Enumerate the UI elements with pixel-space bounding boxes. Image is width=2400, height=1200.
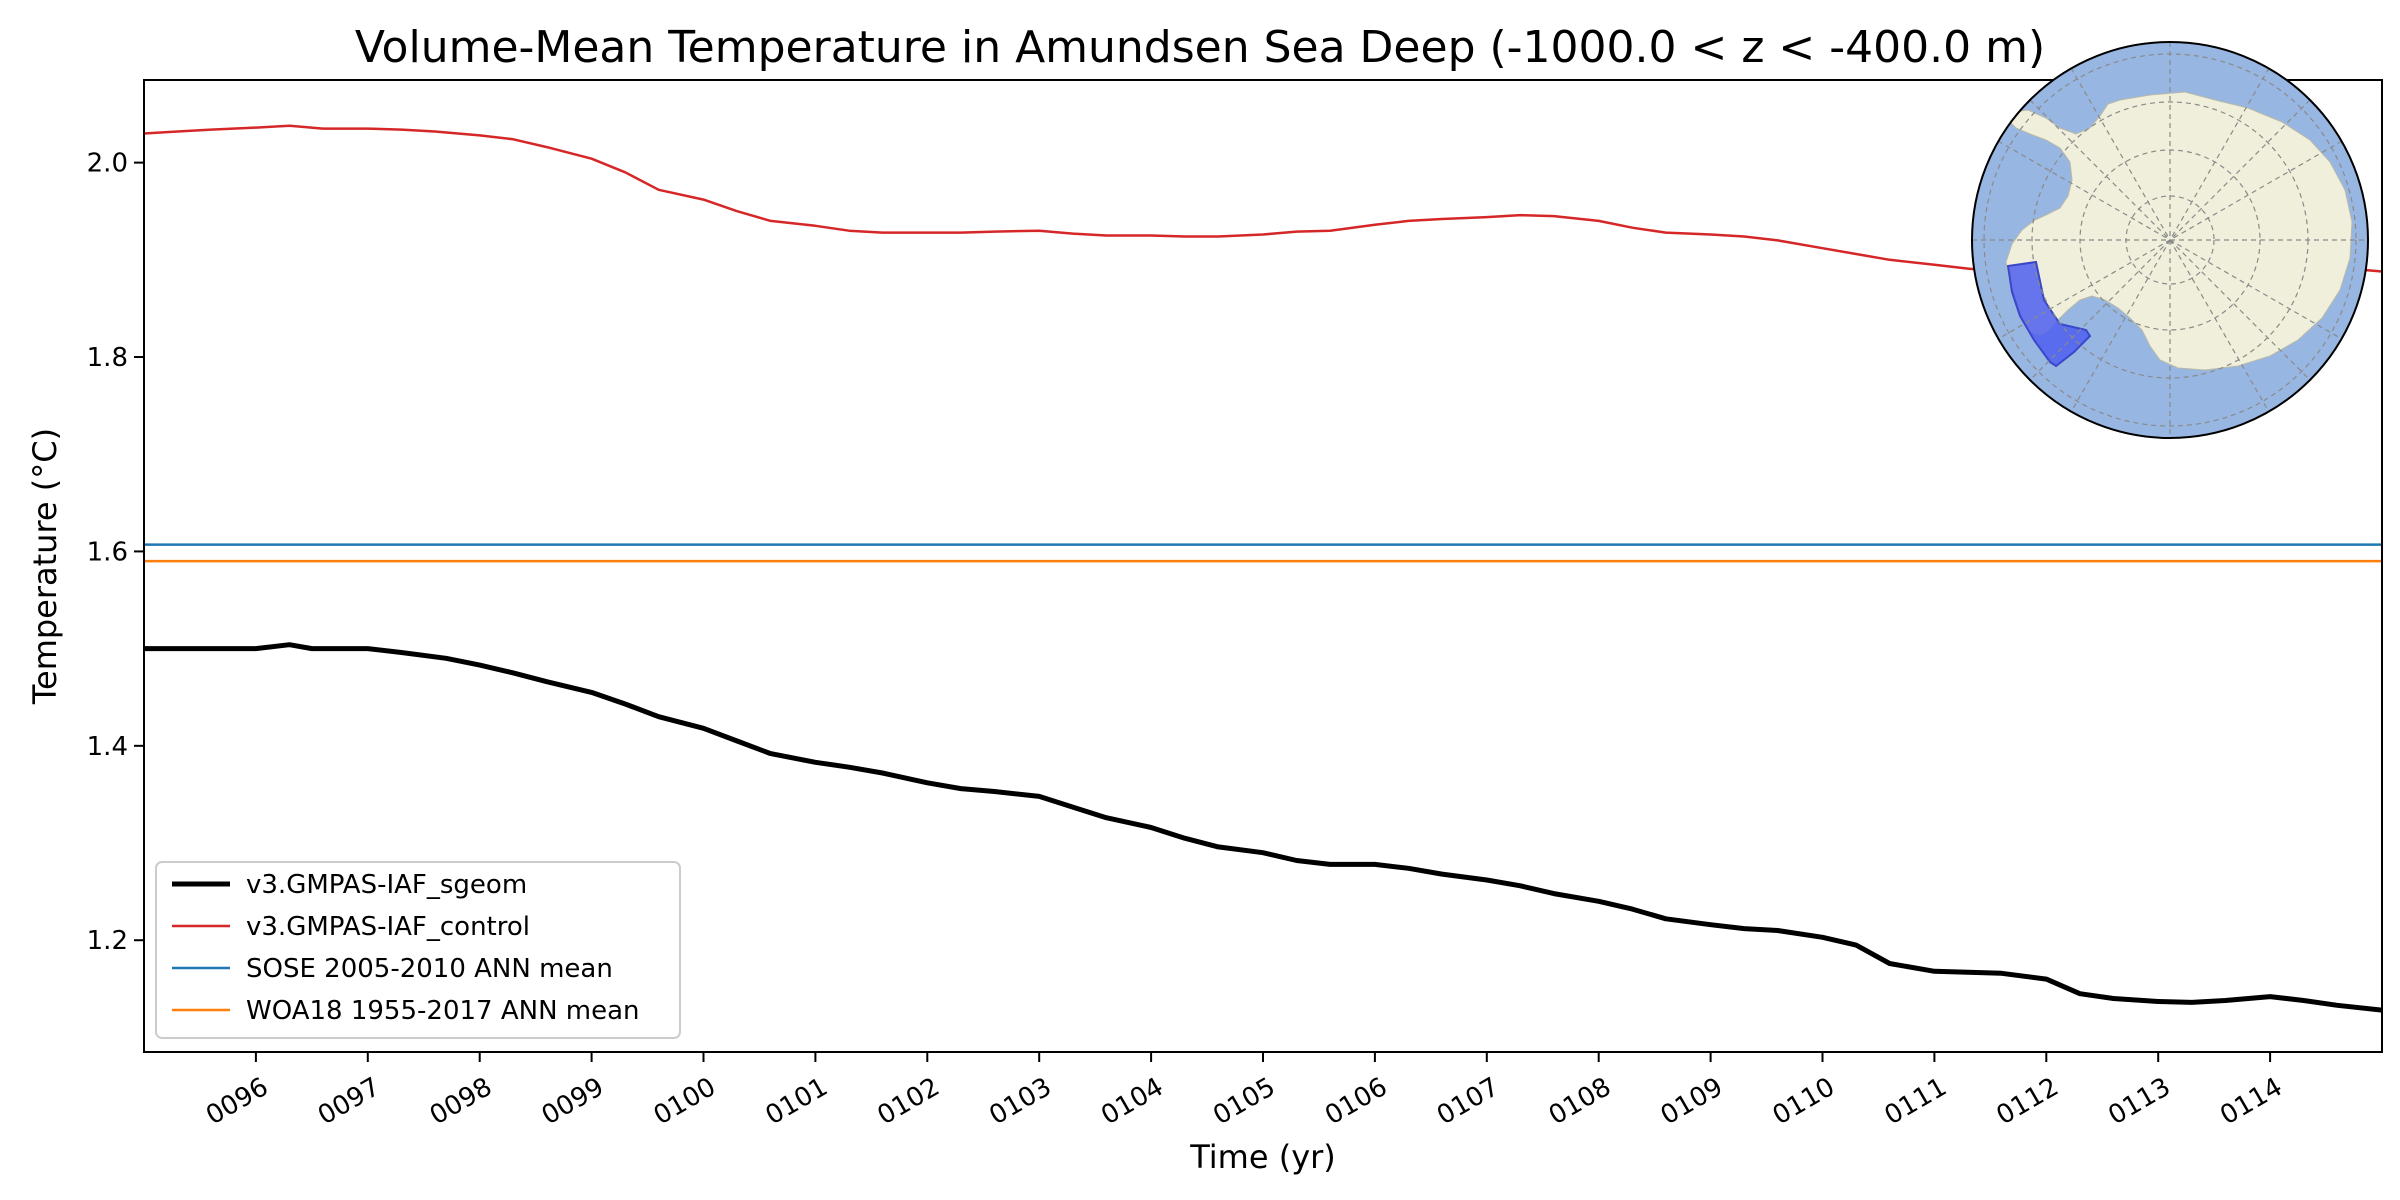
legend: v3.GMPAS-IAF_sgeom v3.GMPAS-IAF_control SO… bbox=[155, 861, 681, 1039]
y-tick-label: 1.2 bbox=[87, 926, 128, 956]
chart-title: Volume-Mean Temperature in Amundsen Sea … bbox=[355, 22, 2045, 73]
legend-entry-label: v3.GMPAS-IAF_sgeom bbox=[246, 870, 527, 900]
series-line-0 bbox=[144, 642, 2382, 1013]
map-border bbox=[1971, 41, 2369, 439]
plot-area bbox=[144, 124, 2382, 1013]
region-map-inset bbox=[1971, 41, 2369, 439]
x-axis-label: Time (yr) bbox=[1189, 1138, 1336, 1176]
y-axis-label: Temperature (°C) bbox=[26, 428, 64, 705]
y-axis: 1.2 1.4 1.6 1.8 2.0 bbox=[87, 149, 144, 956]
y-tick-label: 1.8 bbox=[87, 343, 128, 373]
legend-entry-label: v3.GMPAS-IAF_control bbox=[246, 912, 530, 942]
legend-entry-label: WOA18 1955-2017 ANN mean bbox=[246, 996, 640, 1026]
legend-entry-label: SOSE 2005-2010 ANN mean bbox=[246, 954, 613, 984]
map-region-highlight bbox=[2006, 260, 2092, 368]
map-graticule bbox=[1972, 42, 2368, 438]
legend-box bbox=[155, 861, 681, 1039]
y-tick-label: 1.4 bbox=[87, 732, 128, 762]
y-tick-label: 2.0 bbox=[87, 149, 128, 179]
y-tick-label: 1.6 bbox=[87, 537, 128, 567]
